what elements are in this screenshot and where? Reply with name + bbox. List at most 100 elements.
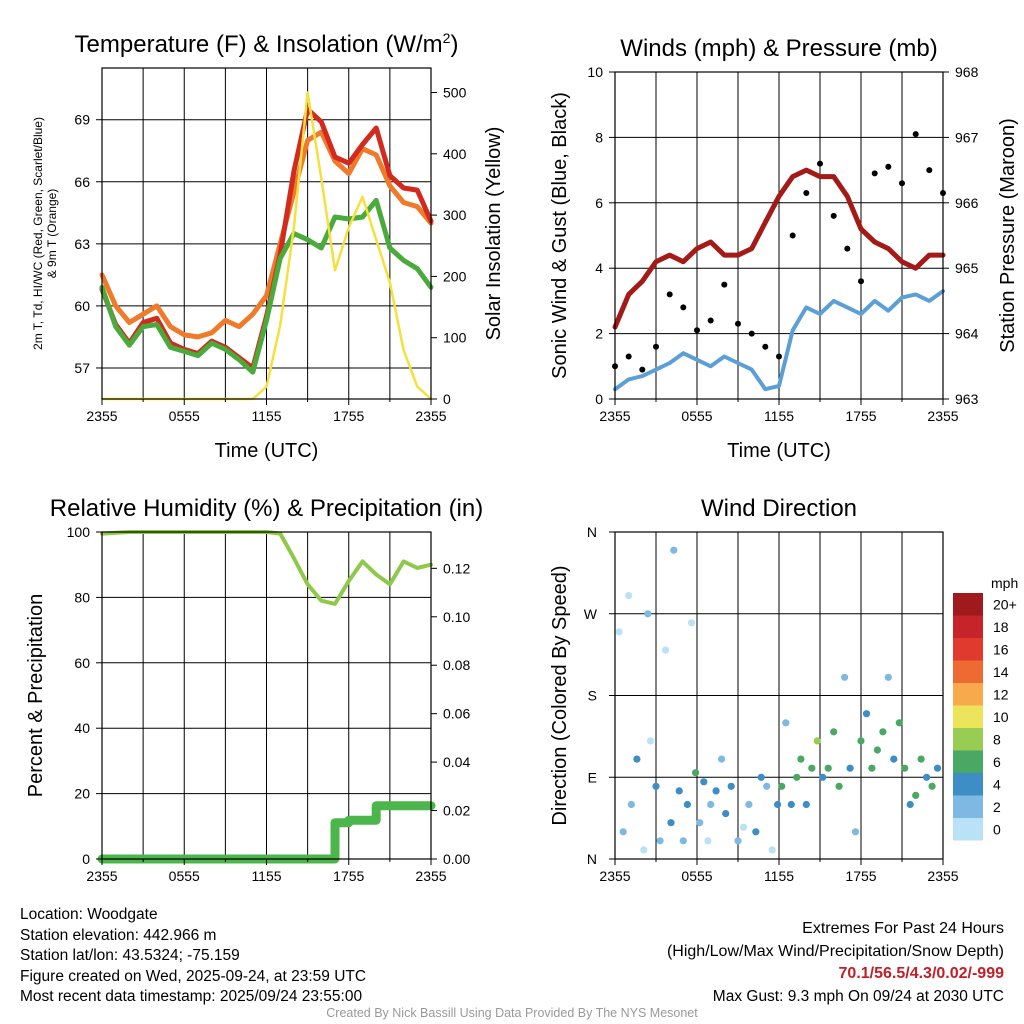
x-tick-label-2-1: 0555	[681, 408, 712, 424]
direction-point	[841, 673, 849, 681]
chart-title-humidity: Relative Humidity (%) & Precipitation (i…	[50, 495, 483, 522]
gust-point	[762, 343, 769, 350]
gust-point	[803, 190, 810, 196]
y-right-tick-label-2-0: 963	[955, 391, 979, 407]
direction-point	[652, 782, 660, 790]
direction-point	[774, 800, 782, 809]
direction-point	[928, 782, 936, 790]
x-tick-label-3-2: 1155	[251, 868, 281, 884]
direction-point	[846, 764, 854, 772]
x-tick-label-3-4: 2355	[415, 868, 446, 884]
direction-point	[782, 719, 790, 727]
chart-title-wind-direction: Wind Direction	[701, 495, 857, 522]
y-axis-label-winds: Sonic Wind & Gust (Blue, Black)	[549, 92, 571, 379]
legend-swatch-8	[953, 773, 983, 796]
x-tick-label-2-0: 2355	[599, 408, 630, 424]
direction-point	[704, 837, 712, 845]
y-right-tick-label-1-2: 200	[443, 268, 467, 284]
legend-label-4: 12	[993, 686, 1009, 702]
y-right-tick-label-3-1: 0.02	[443, 803, 470, 819]
x-tick-label-1-1: 0555	[169, 408, 200, 424]
y-left-tick-label-2-0: 0	[595, 391, 603, 407]
legend-label-9: 2	[993, 799, 1001, 815]
gust-point	[830, 212, 837, 219]
y-left-tick-label-3-5: 100	[67, 524, 91, 540]
gust-point	[926, 167, 933, 174]
gust-point	[735, 320, 741, 327]
legend-swatch-9	[953, 795, 983, 818]
gust-point	[899, 180, 905, 187]
y-right-tick-label-3-5: 0.10	[443, 609, 470, 625]
y-left-tick-label-1-0: 57	[74, 360, 90, 376]
title-close-paren: )	[450, 31, 458, 58]
gust-point	[748, 330, 755, 337]
y-left-tick-label-3-2: 40	[74, 720, 90, 736]
direction-point	[933, 764, 942, 772]
y-right-tick-label-3-4: 0.08	[443, 657, 470, 673]
y-right-tick-label-2-2: 965	[955, 260, 979, 276]
direction-point	[662, 646, 670, 654]
direction-point	[625, 592, 633, 600]
figure-created: Figure created on Wed, 2025-09-24, at 23…	[20, 967, 367, 985]
legend-label-10: 0	[993, 821, 1001, 837]
recent-timestamp: Most recent data timestamp: 2025/09/24 2…	[20, 988, 363, 1005]
x-tick-label-4-3: 1755	[845, 868, 876, 884]
legend-title: mph	[991, 575, 1018, 591]
y-left-tick-label-1-1: 60	[74, 298, 90, 314]
x-tick-label-4-1: 0555	[681, 868, 712, 884]
direction-point	[819, 773, 827, 781]
x-tick-label-3-1: 0555	[169, 868, 200, 884]
direction-point	[923, 773, 931, 781]
direction-point	[615, 628, 623, 636]
y-left-tick-label-2-5: 10	[587, 64, 603, 80]
direction-point	[696, 819, 704, 827]
direction-point	[851, 828, 860, 836]
direction-point	[813, 737, 821, 745]
direction-point	[727, 782, 735, 790]
x-tick-label-4-2: 1155	[764, 868, 794, 884]
gust-point	[912, 131, 919, 138]
direction-point	[739, 823, 748, 831]
direction-point	[644, 610, 652, 618]
y2-axis-label-pressure: Station Pressure (Maroon)	[997, 118, 1019, 353]
direction-point	[700, 778, 708, 786]
direction-point	[901, 764, 909, 772]
y-axis-label-temperature-line1: 2m T, Td, HI/WC (Red, Green, Scarlet/Blu…	[31, 117, 45, 350]
y-right-tick-label-3-6: 0.12	[443, 560, 470, 576]
y-left-tick-label-2-4: 8	[595, 129, 603, 145]
extremes-box: Extremes For Past 24 Hours (High/Low/Max…	[667, 918, 1004, 1008]
direction-point	[763, 782, 771, 790]
max-gust: Max Gust: 9.3 mph On 09/24 at 2030 UTC	[712, 987, 1004, 1005]
chart-title-temperature: Temperature (F) & Insolation (W/m2)	[75, 30, 459, 58]
direction-point	[862, 710, 871, 718]
direction-point	[884, 673, 892, 681]
dir-tick-label-3: W	[584, 606, 598, 622]
y-right-tick-label-2-4: 967	[955, 129, 979, 145]
direction-point	[912, 791, 920, 800]
y-left-tick-label-2-3: 6	[595, 195, 603, 211]
y-left-tick-label-2-1: 2	[595, 326, 603, 342]
x-tick-label-1-0: 2355	[86, 408, 117, 424]
direction-point	[906, 800, 914, 809]
legend-swatch-2	[953, 638, 983, 661]
direction-point	[824, 764, 832, 772]
x-tick-label-2-2: 1155	[764, 408, 794, 424]
legend-swatch-3	[953, 660, 983, 683]
x-tick-label-4-4: 2355	[927, 868, 958, 884]
y-left-tick-label-3-0: 0	[82, 851, 90, 867]
gust-point	[789, 232, 796, 239]
direction-point	[873, 746, 882, 754]
gust-point	[707, 317, 714, 324]
legend-label-0: 20+	[993, 596, 1017, 612]
gust-point	[858, 278, 864, 285]
chart-title-winds: Winds (mph) & Pressure (mb)	[620, 35, 937, 62]
x-tick-label-2-4: 2355	[927, 408, 958, 424]
legend-swatch-6	[953, 728, 983, 751]
y-right-tick-label-2-1: 964	[955, 326, 979, 342]
direction-point	[793, 773, 801, 781]
direction-point	[879, 728, 887, 736]
series-sonic-wind-line	[613, 289, 945, 392]
x-tick-label-3-3: 1755	[333, 868, 364, 884]
x-axis-label-temperature: Time (UTC)	[215, 440, 319, 462]
gust-point	[694, 327, 700, 334]
